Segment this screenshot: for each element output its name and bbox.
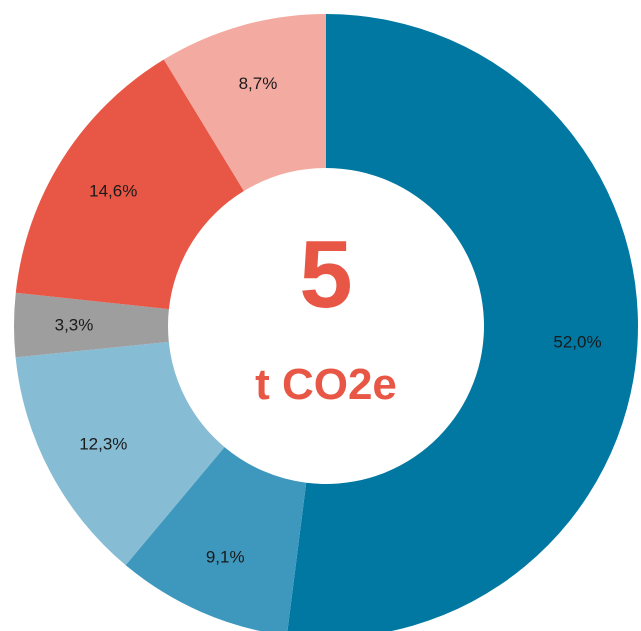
donut-slice-3: [13, 292, 169, 358]
slices-group: [13, 13, 638, 631]
slice-label-1: 9,1%: [206, 547, 245, 566]
slice-label-5: 8,7%: [239, 74, 278, 93]
donut-slice-1: [125, 447, 307, 631]
slice-label-3: 3,3%: [55, 316, 94, 335]
donut-slice-2: [15, 341, 225, 566]
slice-labels-group: 52,0% 9,1% 12,3% 3,3% 14,6% 8,7%: [55, 74, 602, 567]
donut-slice-5: [163, 13, 326, 192]
donut-slice-0: [287, 14, 638, 631]
center-total-value: 5: [299, 221, 352, 328]
donut-slice-4: [15, 59, 244, 310]
slice-label-2: 12,3%: [79, 434, 127, 453]
center-unit-label: t CO2e: [255, 360, 397, 409]
slice-label-0: 52,0%: [553, 332, 601, 351]
slice-label-4: 14,6%: [89, 181, 137, 200]
